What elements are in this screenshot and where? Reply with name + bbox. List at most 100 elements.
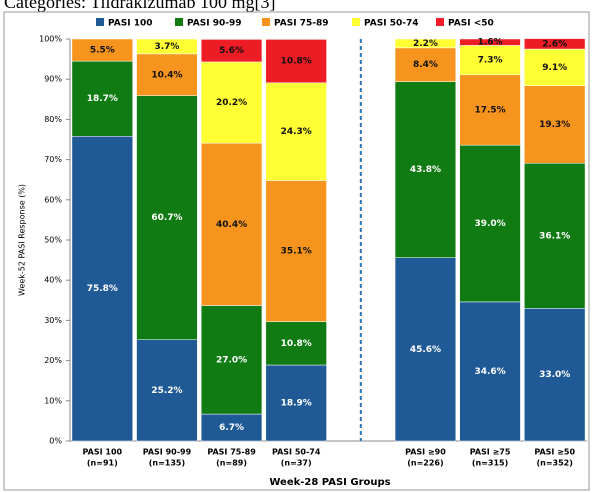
data-label: 18.7% xyxy=(87,94,118,104)
data-label: 40.4% xyxy=(216,220,247,230)
data-label: 60.7% xyxy=(151,213,182,223)
bar-segment xyxy=(136,38,198,55)
data-label: 2.2% xyxy=(413,39,438,49)
bar-segment xyxy=(71,60,133,137)
data-label: 9.1% xyxy=(542,63,567,73)
data-label: 33.0% xyxy=(539,370,570,380)
y-tick-label: 20% xyxy=(44,356,62,365)
data-label: 45.6% xyxy=(410,345,441,355)
bar-segment xyxy=(265,82,327,181)
x-tick-label: (n=91) xyxy=(87,459,118,468)
data-label: 5.5% xyxy=(90,46,115,56)
bar-segment xyxy=(200,305,263,415)
data-label: 2.6% xyxy=(542,39,567,49)
data-label: 18.9% xyxy=(281,399,312,409)
bar-segment xyxy=(459,45,521,76)
bar-segment xyxy=(524,308,586,442)
y-tick-label: 30% xyxy=(44,316,62,325)
data-label: 1.6% xyxy=(478,38,503,48)
data-label: 7.3% xyxy=(478,56,503,66)
y-tick-label: 80% xyxy=(44,115,62,124)
bar-segment xyxy=(459,38,521,46)
x-tick-label: PASI ≥75 xyxy=(470,448,511,457)
bar-segment xyxy=(200,142,263,306)
legend-label: PASI <50 xyxy=(448,19,494,29)
x-axis-title: Week-28 PASI Groups xyxy=(269,477,390,488)
data-label: 27.0% xyxy=(216,355,247,365)
bar-segment xyxy=(200,413,263,442)
legend-label: PASI 50-74 xyxy=(364,19,418,29)
data-label: 10.4% xyxy=(151,70,182,80)
x-tick-label: (n=37) xyxy=(281,459,312,468)
bar-segment xyxy=(265,364,327,442)
bar-segment xyxy=(265,180,327,322)
bar-segment xyxy=(200,39,263,63)
data-label: 5.6% xyxy=(219,46,244,56)
y-axis-title: Week-52 PASI Response (%) xyxy=(18,184,27,296)
bar-segment xyxy=(394,81,457,258)
bar-segment xyxy=(524,38,586,50)
legend-label: PASI 75-89 xyxy=(274,19,328,29)
bar-segment xyxy=(394,257,457,442)
bar-segment xyxy=(394,47,457,82)
x-tick-label: PASI 50-74 xyxy=(272,448,321,457)
data-label: 24.3% xyxy=(281,127,312,137)
x-tick-label: PASI ≥50 xyxy=(534,448,575,457)
bar-segment xyxy=(136,53,198,96)
bar-segment xyxy=(265,39,327,84)
y-tick-label: 50% xyxy=(44,236,62,245)
data-label: 43.8% xyxy=(410,165,441,175)
bar-segment xyxy=(459,301,521,442)
bar-segment xyxy=(71,136,133,442)
x-tick-label: (n=352) xyxy=(536,459,572,468)
bar-segment xyxy=(524,85,586,164)
data-label: 6.7% xyxy=(219,423,244,433)
legend-swatch xyxy=(436,18,444,26)
data-label: 25.2% xyxy=(151,386,182,396)
data-label: 10.8% xyxy=(281,339,312,349)
y-tick-label: 70% xyxy=(44,155,62,164)
y-tick-label: 0% xyxy=(49,437,62,446)
y-tick-label: 60% xyxy=(44,195,62,204)
x-tick-label: (n=315) xyxy=(472,459,508,468)
legend-label: PASI 100 xyxy=(108,19,153,29)
legend-swatch xyxy=(262,18,270,26)
x-tick-label: (n=135) xyxy=(149,459,185,468)
y-tick-label: 90% xyxy=(44,75,62,84)
legend-swatch xyxy=(175,18,183,26)
bar-segment xyxy=(459,74,521,146)
data-label: 34.6% xyxy=(474,367,505,377)
caption: Categories: Tildrakizumab 100 mg[3] xyxy=(4,0,275,12)
x-tick-label: (n=226) xyxy=(407,459,443,468)
legend-swatch xyxy=(352,18,360,26)
x-tick-label: PASI 100 xyxy=(83,448,123,457)
data-label: 39.0% xyxy=(474,219,505,229)
bar-segment xyxy=(136,339,198,442)
data-label: 10.8% xyxy=(281,57,312,67)
bar-segment xyxy=(71,38,133,62)
bar-segment xyxy=(394,38,457,49)
data-label: 19.3% xyxy=(539,120,570,130)
x-tick-label: PASI ≥90 xyxy=(405,448,446,457)
data-label: 75.8% xyxy=(87,284,118,294)
x-tick-label: (n=89) xyxy=(216,459,247,468)
legend-swatch xyxy=(96,18,104,26)
bar-segment xyxy=(265,321,327,366)
data-label: 8.4% xyxy=(413,60,438,70)
bar-segment xyxy=(459,144,521,303)
y-tick-label: 40% xyxy=(44,276,62,285)
data-label: 20.2% xyxy=(216,98,247,108)
y-tick-label: 100% xyxy=(39,35,62,44)
data-label: 3.7% xyxy=(154,42,179,52)
data-label: 17.5% xyxy=(474,105,505,115)
legend-label: PASI 90-99 xyxy=(187,19,241,29)
y-tick-label: 10% xyxy=(44,396,62,405)
x-tick-label: PASI 90-99 xyxy=(143,448,192,457)
x-tick-label: PASI 75-89 xyxy=(207,448,256,457)
bar-segment xyxy=(136,95,198,340)
data-label: 36.1% xyxy=(539,231,570,241)
data-label: 35.1% xyxy=(281,247,312,257)
bar-segment xyxy=(200,61,263,144)
